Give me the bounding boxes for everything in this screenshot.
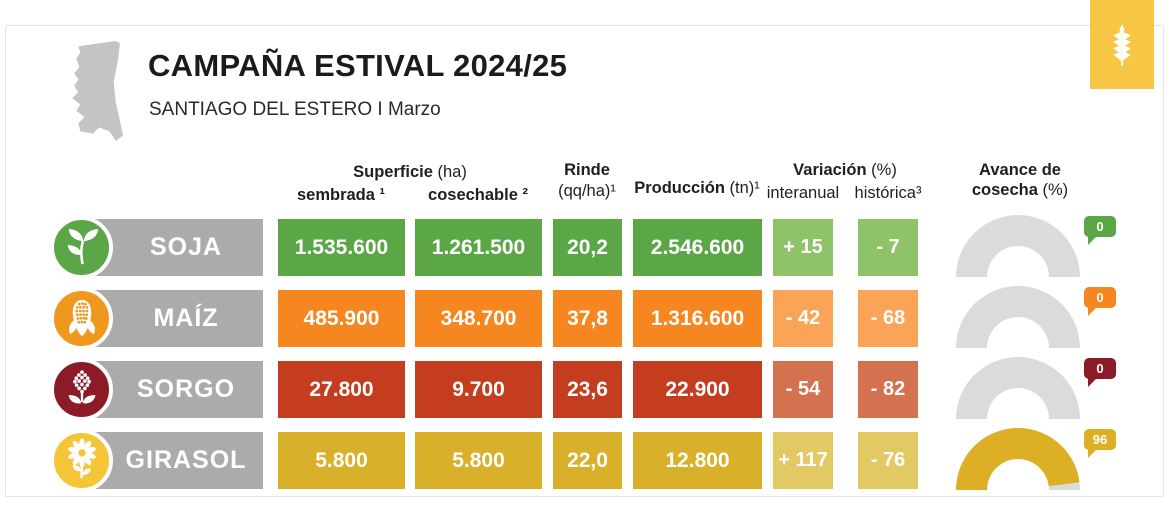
cell-variacion-interanual: + 15 bbox=[773, 219, 833, 276]
page-title: CAMPAÑA ESTIVAL 2024/25 bbox=[148, 48, 568, 83]
table-row-soja: SOJA 1.535.600 1.261.500 20,2 2.546.600 … bbox=[0, 214, 1170, 279]
cell-cosechable: 1.261.500 bbox=[415, 219, 542, 276]
cell-rinde: 22,0 bbox=[553, 432, 622, 489]
column-header-avance-line2: cosecha (%) bbox=[971, 181, 1069, 199]
cell-rinde: 37,8 bbox=[553, 290, 622, 347]
table-row-sorgo: SORGO 27.800 9.700 23,6 22.900 - 54 - 82… bbox=[0, 356, 1170, 421]
crop-icon-circle bbox=[50, 287, 113, 350]
cell-rinde: 23,6 bbox=[553, 361, 622, 418]
crop-icon-circle bbox=[50, 216, 113, 279]
table-row-girasol: GIRASOL bbox=[0, 427, 1170, 492]
crop-icon-circle bbox=[50, 429, 113, 492]
page-subtitle: SANTIAGO DEL ESTERO I Marzo bbox=[149, 99, 441, 120]
column-header-variacion: Variación (%) bbox=[793, 161, 897, 179]
harvest-progress-gauge bbox=[956, 427, 1080, 490]
cell-produccion: 2.546.600 bbox=[633, 219, 762, 276]
harvest-progress-badge: 0 bbox=[1084, 358, 1116, 387]
harvest-progress-gauge bbox=[956, 356, 1080, 419]
column-header-superficie: Superficie (ha) bbox=[353, 163, 467, 181]
logo-box bbox=[1090, 0, 1154, 89]
province-map-silhouette bbox=[72, 41, 124, 141]
cell-sembrada: 27.800 bbox=[278, 361, 405, 418]
cell-variacion-interanual: - 42 bbox=[773, 290, 833, 347]
column-header-rinde-unit: (qq/ha)¹ bbox=[558, 182, 616, 200]
harvest-progress-gauge bbox=[956, 214, 1080, 277]
column-header-avance-line1: Avance de bbox=[979, 161, 1061, 179]
cell-produccion: 1.316.600 bbox=[633, 290, 762, 347]
crop-icon-circle bbox=[50, 358, 113, 421]
cell-variacion-historica: - 68 bbox=[858, 290, 918, 347]
cell-cosechable: 5.800 bbox=[415, 432, 542, 489]
harvest-progress-badge: 0 bbox=[1084, 216, 1116, 245]
column-header-cosechable: cosechable ² bbox=[428, 186, 528, 204]
column-header-historica: histórica³ bbox=[854, 184, 922, 202]
cell-variacion-historica: - 82 bbox=[858, 361, 918, 418]
cell-sembrada: 5.800 bbox=[278, 432, 405, 489]
harvest-progress-badge: 96 bbox=[1084, 429, 1116, 458]
table-row-maiz: MAÍZ 485.900 348.700 37,8 1.316.600 - 42 bbox=[0, 285, 1170, 350]
column-header-sembrada: sembrada ¹ bbox=[296, 186, 386, 204]
soy-plant-icon bbox=[67, 228, 98, 264]
cell-produccion: 22.900 bbox=[633, 361, 762, 418]
sorghum-icon bbox=[68, 369, 95, 403]
cell-cosechable: 348.700 bbox=[415, 290, 542, 347]
corn-icon bbox=[68, 299, 95, 336]
cell-variacion-interanual: - 54 bbox=[773, 361, 833, 418]
cell-produccion: 12.800 bbox=[633, 432, 762, 489]
cell-rinde: 20,2 bbox=[553, 219, 622, 276]
cell-variacion-historica: - 7 bbox=[858, 219, 918, 276]
cell-sembrada: 1.535.600 bbox=[278, 219, 405, 276]
cell-variacion-interanual: + 117 bbox=[773, 432, 833, 489]
column-header-rinde: Rinde bbox=[564, 161, 610, 179]
harvest-progress-badge: 0 bbox=[1084, 287, 1116, 316]
cell-sembrada: 485.900 bbox=[278, 290, 405, 347]
harvest-progress-gauge bbox=[956, 285, 1080, 348]
cell-cosechable: 9.700 bbox=[415, 361, 542, 418]
sunflower-icon bbox=[67, 437, 96, 478]
cell-variacion-historica: - 76 bbox=[858, 432, 918, 489]
column-header-produccion: Producción (tn)¹ bbox=[634, 179, 760, 197]
wheat-icon bbox=[1113, 23, 1131, 66]
column-header-interanual: interanual bbox=[766, 184, 840, 202]
